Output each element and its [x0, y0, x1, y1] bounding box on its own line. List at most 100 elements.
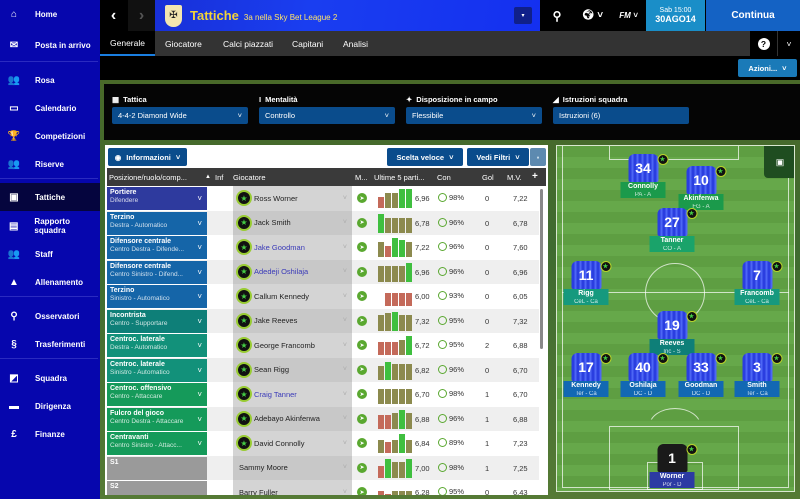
information-button[interactable]: ◉ Informazioni ˅ [108, 148, 187, 166]
sidebar-item-riserve[interactable]: 👥 Riserve [0, 150, 100, 178]
table-row[interactable]: Centroc. laterale Sinistro - Automatico ˅ … [107, 357, 539, 382]
pitch-player[interactable]: 40 ★ Oshilaja DC - D [620, 353, 668, 397]
table-row[interactable]: Centroc. laterale Destra - Automatico ˅ ★ G… [107, 333, 539, 358]
position-role-select[interactable]: Portiere Difendere ˅ [107, 187, 207, 210]
player-select[interactable]: ★ Adedeji Oshilaja ˅ [233, 259, 352, 284]
sidebar-item-squadra[interactable]: ◩ Squadra [0, 364, 100, 392]
sidebar-item-rosa[interactable]: 👥 Rosa [0, 66, 100, 94]
actions-button[interactable]: Azioni... ˅ [738, 59, 797, 77]
sidebar-item-calendario[interactable]: ▭ Calendario [0, 94, 100, 122]
sidebar-item-dirigenza[interactable]: ▬ Dirigenza [0, 392, 100, 420]
filters-button[interactable]: Vedi Filtri ˅ [467, 148, 529, 166]
position-role-select[interactable]: S2 [107, 481, 207, 495]
pitch-player[interactable]: 7 ★ Francomb CeL - Ca [734, 261, 782, 305]
fm-menu-button[interactable]: FM ˅ [611, 0, 646, 31]
table-row[interactable]: Centroc. offensivo Centro - Attaccare ˅ ★ C… [107, 382, 539, 407]
tactic-select[interactable]: 4-4-2 Diamond Wide ˅ [112, 107, 248, 124]
table-row[interactable]: Terzino Destra - Automatico ˅ ★ Jack Smith ˅… [107, 210, 539, 235]
player-select[interactable]: ★ Jack Smith ˅ [233, 210, 352, 235]
sidebar-item-trasferimenti[interactable]: § Trasferimenti [0, 330, 100, 358]
player-name[interactable]: Adebayo Akinfenwa [254, 414, 320, 424]
col-con[interactable]: Con [437, 173, 451, 182]
player-select[interactable]: ★ Jake Goodman ˅ [233, 235, 352, 260]
tab-analisi[interactable]: Analisi [343, 38, 369, 49]
col-gol[interactable]: Gol [482, 173, 494, 182]
team-instructions-button[interactable]: Istruzioni (6) [553, 107, 689, 124]
player-select[interactable]: Sammy Moore ˅ [233, 455, 352, 480]
table-row[interactable]: S1 Sammy Moore ˅ ➤ 7,00 98% 1 7,25 [107, 455, 539, 480]
world-menu-button[interactable]: 🌍︎ ˅ [575, 0, 610, 31]
pitch-player[interactable]: 11 ★ Rigg CeL - Ca [563, 261, 611, 305]
pitch-player[interactable]: 10 ★ Akinfenwa FG - A [678, 166, 726, 210]
player-select[interactable]: ★ George Francomb ˅ [233, 333, 352, 358]
add-column-button[interactable]: + [532, 171, 538, 182]
pitch-player[interactable]: 19 ★ Reeves Inc - S [649, 311, 697, 355]
col-last5[interactable]: Ultime 5 parti... [374, 173, 425, 182]
sidebar-item-home[interactable]: ⌂ Home [0, 0, 100, 28]
player-select[interactable]: ★ Callum Kennedy ˅ [233, 284, 352, 309]
player-select[interactable]: Barry Fuller ˅ [233, 480, 352, 495]
scrollbar[interactable] [540, 189, 543, 349]
player-name[interactable]: David Connolly [254, 438, 305, 448]
player-name[interactable]: Jake Reeves [254, 316, 298, 326]
sidebar-item-competizioni[interactable]: 🏆 Competizioni [0, 122, 100, 150]
col-m[interactable]: M... [355, 173, 368, 182]
player-name[interactable]: Jack Smith [254, 218, 291, 228]
pitch-player[interactable]: 17 ★ Kennedy Ter - Ca [563, 353, 611, 397]
player-select[interactable]: ★ Sean Rigg ˅ [233, 357, 352, 382]
table-row[interactable]: Terzino Sinistro - Automatico ˅ ★ Callum Ke… [107, 284, 539, 309]
back-button[interactable]: ‹ [100, 0, 127, 31]
position-role-select[interactable]: Centroc. laterale Destra - Automatico ˅ [107, 334, 207, 357]
title-dropdown-button[interactable]: ▾ [514, 7, 532, 24]
position-role-select[interactable]: Difensore centrale Centro Sinistro - Dife… [107, 260, 207, 284]
pitch-player[interactable]: 1 ★ Worner Por - D [649, 444, 697, 488]
quick-pick-button[interactable]: Scelta veloce ˅ [387, 148, 463, 166]
player-select[interactable]: ★ Ross Worner ˅ [233, 186, 352, 211]
position-role-select[interactable]: Difensore centrale Centro Destra - Difend… [107, 236, 207, 259]
player-name[interactable]: Adedeji Oshilaja [254, 267, 309, 277]
player-select[interactable]: ★ David Connolly ˅ [233, 431, 352, 456]
team-shape-select[interactable]: Flessibile ˅ [406, 107, 542, 124]
sidebar-item-tattiche[interactable]: ▣ Tattiche [0, 183, 100, 211]
position-role-select[interactable]: S1 [107, 456, 207, 480]
position-role-select[interactable]: Centravanti Centro Sinistro - Attacc... ˅ [107, 432, 207, 455]
sidebar-item-rapporto-squadra[interactable]: ▤ Rapporto squadra [0, 212, 100, 240]
options-dropdown[interactable]: ˅ [778, 31, 800, 56]
position-role-select[interactable]: Centroc. laterale Sinistro - Automatico ˅ [107, 358, 207, 382]
pitch-panel-toggle[interactable]: ▣ [764, 146, 794, 178]
col-player[interactable]: Giocatore [233, 173, 266, 182]
col-mv[interactable]: M.V. [507, 173, 522, 182]
player-name[interactable]: George Francomb [254, 340, 315, 350]
pitch-player[interactable]: 34 ★ Connolly PA - A [620, 154, 668, 198]
position-role-select[interactable]: Centroc. offensivo Centro - Attaccare ˅ [107, 383, 207, 406]
sidebar-item-allenamento[interactable]: ▲ Allenamento [0, 268, 100, 296]
sidebar-item-staff[interactable]: 👥 Staff [0, 240, 100, 268]
pitch-player[interactable]: 3 ★ Smith Ter - Ca [734, 353, 782, 397]
table-row[interactable]: Fulcro del gioco Centro Destra - Attaccar… [107, 406, 539, 431]
player-name[interactable]: Sammy Moore [239, 463, 288, 473]
player-name[interactable]: Craig Tanner [254, 389, 297, 399]
player-name[interactable]: Jake Goodman [254, 242, 305, 252]
player-select[interactable]: ★ Craig Tanner ˅ [233, 382, 352, 407]
tab-capitani[interactable]: Capitani [292, 38, 324, 49]
mentality-select[interactable]: Controllo ˅ [259, 107, 395, 124]
col-inf[interactable]: Inf [215, 173, 224, 182]
tab-generale[interactable]: Generale [100, 31, 155, 56]
sidebar-item-finanze[interactable]: £ Finanze [0, 420, 100, 448]
tab-giocatore[interactable]: Giocatore [165, 38, 202, 49]
table-row[interactable]: Difensore centrale Centro Destra - Difend… [107, 235, 539, 260]
sidebar-item-osservatori[interactable]: ⚲ Osservatori [0, 302, 100, 330]
table-row[interactable]: Difensore centrale Centro Sinistro - Dife… [107, 259, 539, 284]
player-name[interactable]: Sean Rigg [254, 365, 290, 375]
table-row[interactable]: Portiere Difendere ˅ ★ Ross Worner ˅ ➤ 6,96 … [107, 186, 539, 211]
table-row[interactable]: S2 Barry Fuller ˅ ➤ 6,28 95% 0 6,43 [107, 480, 539, 495]
pitch-player[interactable]: 27 ★ Tanner CO - A [649, 208, 697, 252]
search-button[interactable]: ⚲ [540, 0, 574, 31]
table-row[interactable]: Incontrista Centro - Supportare ˅ ★ Jake Re… [107, 308, 539, 333]
table-row[interactable]: Centravanti Centro Sinistro - Attacc... ˅ … [107, 431, 539, 456]
player-name[interactable]: Barry Fuller [239, 487, 278, 495]
position-role-select[interactable]: Incontrista Centro - Supportare ˅ [107, 309, 207, 333]
col-position[interactable]: Posizione/ruolo/comp... [109, 173, 187, 182]
continue-button[interactable]: Continua [706, 0, 800, 31]
position-role-select[interactable]: Terzino Sinistro - Automatico ˅ [107, 285, 207, 308]
